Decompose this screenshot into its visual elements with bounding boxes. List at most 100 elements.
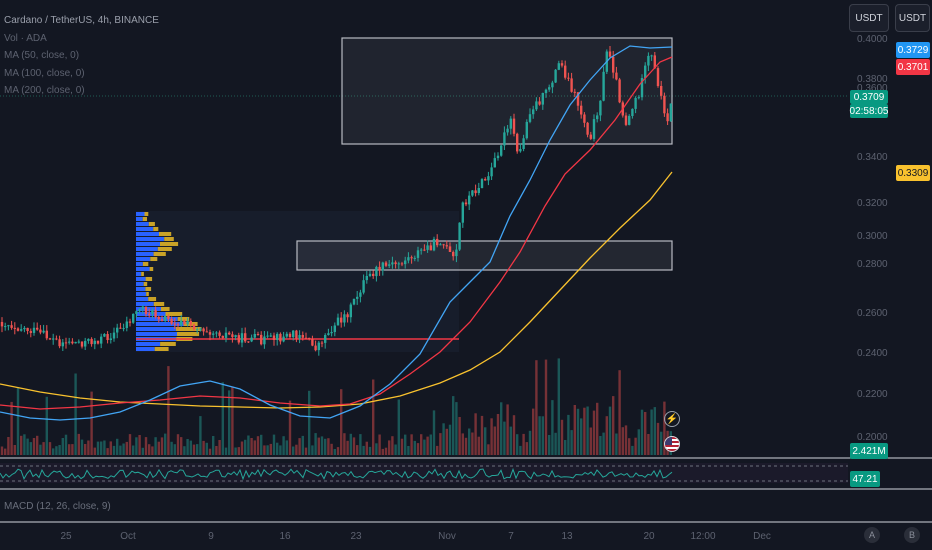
volume-bar: [253, 440, 256, 455]
candle-body: [535, 101, 538, 110]
volume-bar: [103, 440, 106, 455]
candle-body: [167, 316, 170, 319]
volume-bar: [218, 440, 221, 455]
volume-bar: [464, 437, 468, 455]
currency-button-right[interactable]: USDT: [895, 4, 930, 32]
volume-bar: [212, 436, 215, 455]
volume-bar: [55, 446, 58, 455]
candle-body: [237, 335, 240, 343]
symbol-title[interactable]: Cardano / TetherUS, 4h, BINANCE: [4, 15, 159, 26]
volume-bar: [244, 439, 247, 455]
candle-body: [151, 310, 154, 314]
candle-body: [551, 82, 554, 88]
profile-bar-blue: [136, 342, 161, 346]
candle-body: [484, 179, 487, 181]
volume-bar: [615, 433, 618, 455]
price-axis-label: 0.2800: [857, 259, 888, 270]
volume-bar: [567, 414, 570, 455]
profile-bar-blue: [136, 217, 143, 221]
candle-body: [391, 262, 394, 265]
candle-body: [154, 310, 157, 317]
candle-body: [637, 97, 640, 99]
volume-bar: [106, 448, 109, 455]
flash-icon[interactable]: ⚡: [664, 411, 680, 427]
candle-body: [461, 202, 464, 223]
volume-bar: [503, 421, 506, 455]
volume-bar: [580, 418, 583, 455]
volume-bar: [490, 418, 493, 455]
candle-body: [500, 145, 503, 156]
candle-body: [250, 337, 253, 342]
candle-body: [359, 292, 362, 297]
currency-button-left[interactable]: USDT: [849, 4, 889, 32]
macd-legend[interactable]: MACD (12, 26, close, 9): [4, 501, 111, 512]
candle-body: [493, 158, 496, 168]
profile-bar-gold: [159, 232, 172, 236]
volume-bar: [519, 445, 522, 455]
candle-body: [487, 176, 490, 181]
profile-bar-gold: [146, 292, 149, 296]
candle-body: [608, 51, 612, 57]
volume-bar: [592, 410, 596, 455]
candle-body: [269, 335, 272, 337]
candle-body: [666, 113, 669, 122]
volume-bar: [570, 430, 573, 455]
candle-body: [221, 335, 224, 338]
candle-body: [26, 327, 29, 331]
candle-body: [138, 308, 141, 312]
candle-body: [516, 133, 519, 152]
last-price-badge: 0.3709: [850, 90, 888, 104]
candle-body: [631, 108, 634, 116]
profile-bar-gold: [154, 347, 169, 351]
volume-bar: [135, 437, 138, 455]
volume-bar: [352, 437, 356, 455]
candle-body: [29, 331, 32, 333]
candle-body: [532, 109, 535, 115]
ma100-legend[interactable]: MA (100, close, 0): [4, 67, 85, 79]
volume-bar: [295, 444, 298, 455]
volume-bar: [80, 439, 84, 455]
auto-scale-button[interactable]: A: [864, 527, 880, 543]
candle-body: [212, 333, 215, 335]
volume-bar: [260, 434, 263, 455]
volume-bar: [532, 408, 535, 455]
volume-bar: [442, 423, 445, 455]
candle-body: [624, 115, 628, 125]
profile-bar-gold: [145, 277, 153, 281]
volume-bar: [516, 434, 519, 455]
volume-profile: [136, 211, 459, 352]
volume-bar: [58, 445, 61, 455]
candle-body: [436, 238, 439, 246]
volume-bar: [541, 416, 544, 455]
ma50-legend[interactable]: MA (50, close, 0): [4, 50, 80, 61]
candle-body: [336, 317, 340, 326]
candle-body: [538, 101, 541, 105]
volume-bar: [13, 445, 16, 455]
candle-body: [317, 342, 320, 351]
candle-body: [346, 314, 349, 318]
candle-body: [573, 91, 576, 93]
volume-bar: [176, 434, 180, 455]
profile-bar-gold: [149, 267, 154, 271]
volume-bar: [205, 442, 208, 455]
candle-body: [186, 321, 189, 325]
candle-body: [372, 273, 375, 276]
ma50-line: [0, 45, 673, 421]
date-axis-label: Nov: [438, 531, 456, 542]
us-flag-icon[interactable]: [664, 436, 680, 452]
volume-bar: [359, 434, 362, 455]
volume-bar: [608, 406, 612, 455]
candle-body: [448, 246, 452, 252]
ma200-legend[interactable]: MA (200, close, 0): [4, 85, 85, 96]
profile-bar-gold: [160, 242, 179, 246]
candle-body: [650, 55, 653, 57]
volume-bar: [346, 440, 349, 455]
volume-bar: [250, 438, 253, 455]
volume-bar: [160, 437, 164, 455]
volume-legend[interactable]: Vol · ADA: [4, 32, 47, 44]
log-scale-button[interactable]: B: [904, 527, 920, 543]
volume-bar: [196, 444, 199, 455]
candle-body: [349, 304, 352, 318]
